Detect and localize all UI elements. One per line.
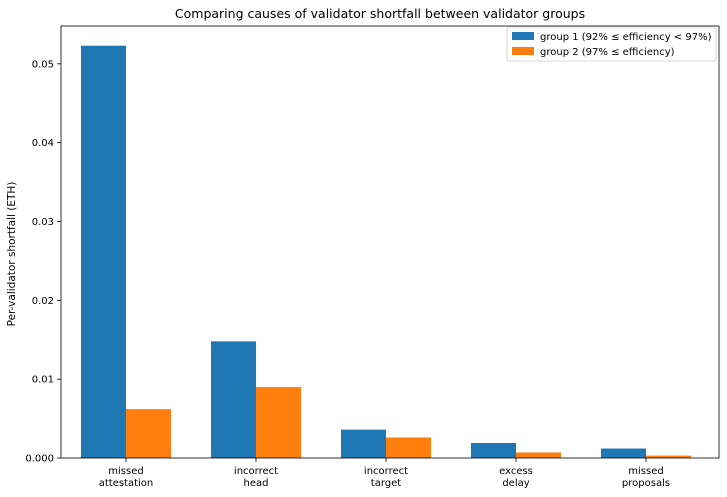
x-tick-label: excess delay: [499, 466, 533, 489]
y-axis-label: Per-validator shortfall (ETH): [6, 182, 18, 327]
y-tick-label: 0.000: [25, 454, 54, 465]
legend-swatch-group-1: [512, 32, 534, 40]
bars-layer: [81, 45, 691, 458]
legend-swatch-group-2: [512, 47, 534, 55]
y-tick-label: 0.01: [32, 375, 54, 386]
bar-group-2-3: [516, 452, 561, 458]
bar-group-2-1: [256, 387, 301, 458]
y-tick-label: 0.03: [32, 217, 54, 228]
y-tick-label: 0.02: [32, 296, 54, 307]
plot-frame: [60, 25, 720, 459]
y-tick-label: 0.05: [32, 59, 54, 70]
legend-box: [506, 26, 717, 62]
chart-title: Comparing causes of validator shortfall …: [175, 6, 585, 21]
bar-group-1-3: [471, 443, 516, 458]
x-tick-label: missed proposals: [622, 466, 670, 489]
y-axis: 0.000 0.01 0.02 0.03 0.04 0.05: [25, 59, 61, 465]
bar-group-1-2: [341, 429, 386, 458]
y-tick-label: 0.04: [32, 138, 54, 149]
bar-group-1-0: [81, 45, 126, 458]
bar-group-2-0: [126, 409, 171, 458]
bar-group-1-4: [601, 448, 646, 458]
x-tick-label: missed attestation: [99, 466, 154, 489]
x-tick-label: incorrect head: [234, 466, 278, 489]
x-axis: missed attestation incorrect head incorrect t…: [99, 458, 670, 489]
bar-group-1-1: [211, 341, 256, 458]
legend-label-group-2: group 2 (97% ≤ efficiency): [540, 47, 675, 58]
legend-label-group-1: group 1 (92% ≤ efficiency < 97%): [540, 32, 712, 43]
bar-group-2-4: [646, 455, 691, 458]
bar-group-2-2: [386, 437, 431, 458]
legend: group 1 (92% ≤ efficiency < 97%) group 2…: [506, 26, 717, 62]
x-tick-label: incorrect target: [364, 466, 408, 489]
